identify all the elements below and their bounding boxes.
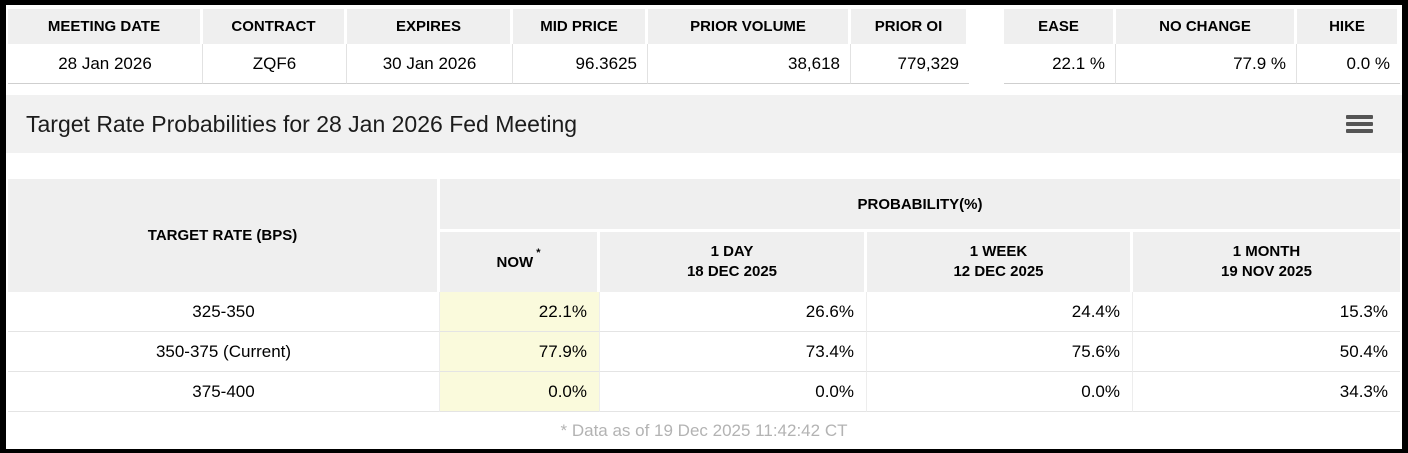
month-probability-cell: 15.3% bbox=[1133, 292, 1400, 332]
col-header-1month: 1 MONTH 19 NOV 2025 bbox=[1133, 232, 1400, 292]
target-rate-probability-table: TARGET RATE (BPS) PROBABILITY(%) NOW* 1 … bbox=[8, 179, 1400, 446]
rate-cell: 350-375 (Current) bbox=[8, 332, 440, 372]
rate-cell: 375-400 bbox=[8, 372, 440, 412]
probability-group-header: PROBABILITY(%) bbox=[440, 179, 1400, 232]
week-probability-cell: 75.6% bbox=[867, 332, 1133, 372]
mid-price-header: MID PRICE bbox=[513, 9, 648, 44]
prior-volume-value: 38,618 bbox=[648, 44, 851, 84]
mid-price-value: 96.3625 bbox=[513, 44, 648, 84]
col-header-now-label: NOW* bbox=[496, 246, 541, 271]
expires-value: 30 Jan 2026 bbox=[347, 44, 513, 84]
contract-summary-bar: MEETING DATE CONTRACT EXPIRES MID PRICE … bbox=[6, 5, 1402, 84]
month-probability-cell: 50.4% bbox=[1133, 332, 1400, 372]
week-probability-cell: 0.0% bbox=[867, 372, 1133, 412]
contract-header: CONTRACT bbox=[203, 9, 347, 44]
prior-oi-value: 779,329 bbox=[851, 44, 969, 84]
chart-title-bar: Target Rate Probabilities for 28 Jan 202… bbox=[6, 95, 1402, 153]
rate-cell: 325-350 bbox=[8, 292, 440, 332]
week-probability-cell: 24.4% bbox=[867, 292, 1133, 332]
contract-summary-table: MEETING DATE CONTRACT EXPIRES MID PRICE … bbox=[8, 9, 969, 84]
ease-value: 22.1 % bbox=[1004, 44, 1116, 84]
meeting-date-header: MEETING DATE bbox=[8, 9, 203, 44]
prior-oi-header: PRIOR OI bbox=[851, 9, 969, 44]
hike-value: 0.0 % bbox=[1297, 44, 1400, 84]
ease-header: EASE bbox=[1004, 9, 1116, 44]
chart-title: Target Rate Probabilities for 28 Jan 202… bbox=[26, 110, 578, 137]
now-probability-cell: 0.0% bbox=[440, 372, 600, 412]
chart-context-menu-button[interactable] bbox=[1346, 112, 1376, 136]
no-change-header: NO CHANGE bbox=[1116, 9, 1297, 44]
expires-header: EXPIRES bbox=[347, 9, 513, 44]
page: MEETING DATE CONTRACT EXPIRES MID PRICE … bbox=[6, 5, 1402, 449]
meeting-date-value: 28 Jan 2026 bbox=[8, 44, 203, 84]
hamburger-icon bbox=[1346, 115, 1376, 133]
target-rate-bps-header: TARGET RATE (BPS) bbox=[8, 179, 440, 292]
now-probability-cell: 77.9% bbox=[440, 332, 600, 372]
day-probability-cell: 0.0% bbox=[600, 372, 867, 412]
contract-value: ZQF6 bbox=[203, 44, 347, 84]
data-as-of-footnote: * Data as of 19 Dec 2025 11:42:42 CT bbox=[560, 421, 848, 440]
col-header-1day: 1 DAY 18 DEC 2025 bbox=[600, 232, 867, 292]
day-probability-cell: 73.4% bbox=[600, 332, 867, 372]
col-header-now: NOW* bbox=[440, 232, 600, 292]
hike-header: HIKE bbox=[1297, 9, 1400, 44]
no-change-value: 77.9 % bbox=[1116, 44, 1297, 84]
now-probability-cell: 22.1% bbox=[440, 292, 600, 332]
day-probability-cell: 26.6% bbox=[600, 292, 867, 332]
now-asterisk: * bbox=[536, 246, 541, 259]
month-probability-cell: 34.3% bbox=[1133, 372, 1400, 412]
prior-volume-header: PRIOR VOLUME bbox=[648, 9, 851, 44]
move-probability-table: EASE NO CHANGE HIKE 22.1 % 77.9 % 0.0 % bbox=[1004, 9, 1400, 84]
col-header-1week: 1 WEEK 12 DEC 2025 bbox=[867, 232, 1133, 292]
